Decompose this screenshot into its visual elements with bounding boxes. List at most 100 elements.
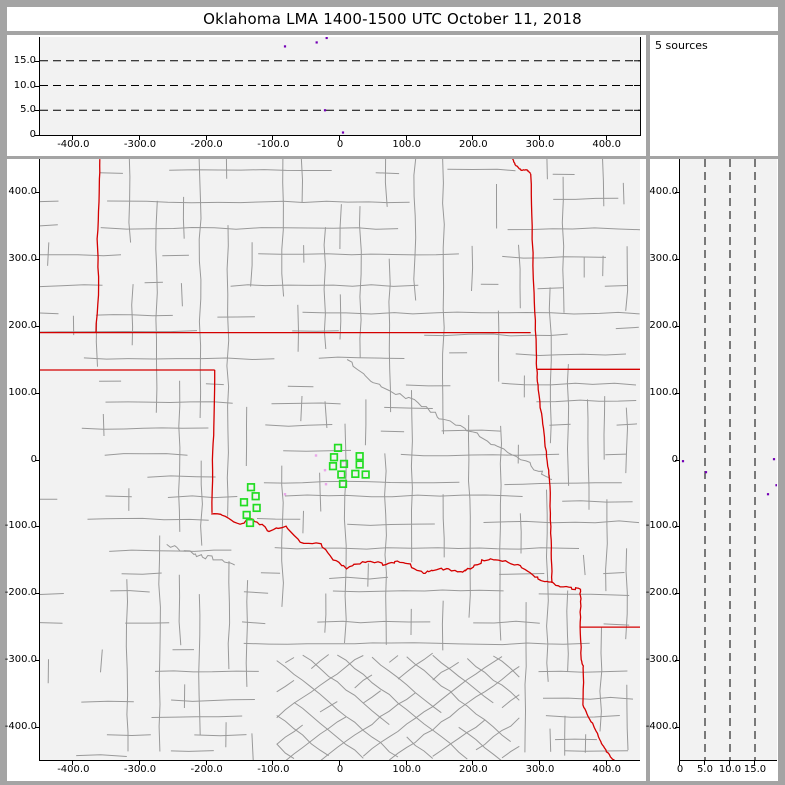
lma-station-marker [328,462,338,471]
county-line [483,520,640,524]
tick-label: 10.0 [13,79,36,91]
county-line [285,716,347,760]
county-line [519,513,522,554]
county-line [603,623,630,626]
county-line [284,494,523,498]
county-line [501,694,520,709]
state-border-colorado-west [95,159,101,333]
tick-label: -300.0 [123,139,157,150]
tick-label: -400.0 [4,720,37,732]
county-line [317,620,431,624]
tick-label: -100.0 [257,139,290,150]
lma-station-marker [339,459,349,469]
county-line [554,738,597,741]
county-line [447,168,516,172]
county-line [564,750,629,752]
county-line [125,579,129,752]
plan-view-plot[interactable] [39,159,640,761]
altitude-ew-panel: -400.0 -300.0 -200.0 -100.0 0 100.0 200.0 300.0… [7,35,646,156]
altitude-ns-plot[interactable] [679,159,777,761]
county-line [524,602,527,753]
county-line [626,684,629,751]
county-line [276,655,364,719]
county-line [40,330,198,333]
county-line [625,407,629,474]
county-line [276,715,329,757]
tick-mark [35,259,39,261]
tick-mark [35,135,39,136]
tick-label: 15.0 [13,54,36,66]
tick-label: 5.0 [697,764,713,775]
tick-mark [35,392,39,394]
tick-mark [35,110,39,112]
county-line [40,200,59,203]
county-line [100,649,103,673]
altitude-ew-plot[interactable] [39,37,641,136]
county-line [384,159,388,207]
county-line [319,472,322,512]
county-line [502,255,607,259]
county-line [227,561,231,670]
tick-label: -300.0 [4,653,37,665]
county-line [99,172,123,174]
county-line [467,415,471,618]
county-line [441,600,444,651]
county-line [441,429,501,432]
county-line [158,535,161,752]
county-line [388,655,399,663]
county-line [151,715,243,718]
state-border-red-river [211,513,581,591]
county-line [194,734,247,737]
tick-mark [35,726,39,728]
county-line [169,169,332,171]
county-line [549,423,571,426]
tick-mark [35,325,39,327]
tick-label: 0 [676,764,684,775]
county-line [256,518,301,520]
county-line [548,287,552,444]
tick-mark [675,392,679,394]
tick-label: 0 [30,453,37,465]
county-line [162,254,189,257]
lma-station-marker [239,498,249,507]
county-line [47,242,50,266]
county-line [507,227,640,231]
lightning-source-dot [314,454,318,457]
county-line [432,654,494,704]
state-border-missouri-corner [512,159,532,175]
county-line [397,652,433,680]
tick-label: 300.0 [525,139,555,150]
tick-mark [35,85,39,87]
county-line [250,242,253,287]
county-line [537,287,564,290]
tick-mark [675,325,679,327]
tick-mark [675,459,679,461]
county-line [170,750,214,752]
lma-station-marker [329,453,339,462]
county-line [300,395,303,422]
lma-station-marker [361,470,370,479]
altitude-ew-canvas [40,37,640,134]
county-line [147,475,216,478]
county-line [538,593,630,596]
county-line [384,406,433,409]
county-line [343,423,347,644]
tick-mark [72,761,74,765]
tick-label: 100.0 [8,386,37,398]
county-line [616,423,638,426]
county-line [375,172,400,175]
tick-mark [35,593,39,595]
altitude-ns-canvas [681,159,777,760]
county-line [243,642,590,646]
tick-mark [139,136,140,140]
county-line [302,510,304,534]
county-line [363,690,381,704]
county-line [504,482,622,486]
county-line [40,224,58,227]
tick-mark [539,136,540,140]
county-line [318,356,405,359]
county-line [424,333,568,337]
tick-label: -200.0 [190,139,223,150]
county-line [274,547,580,550]
